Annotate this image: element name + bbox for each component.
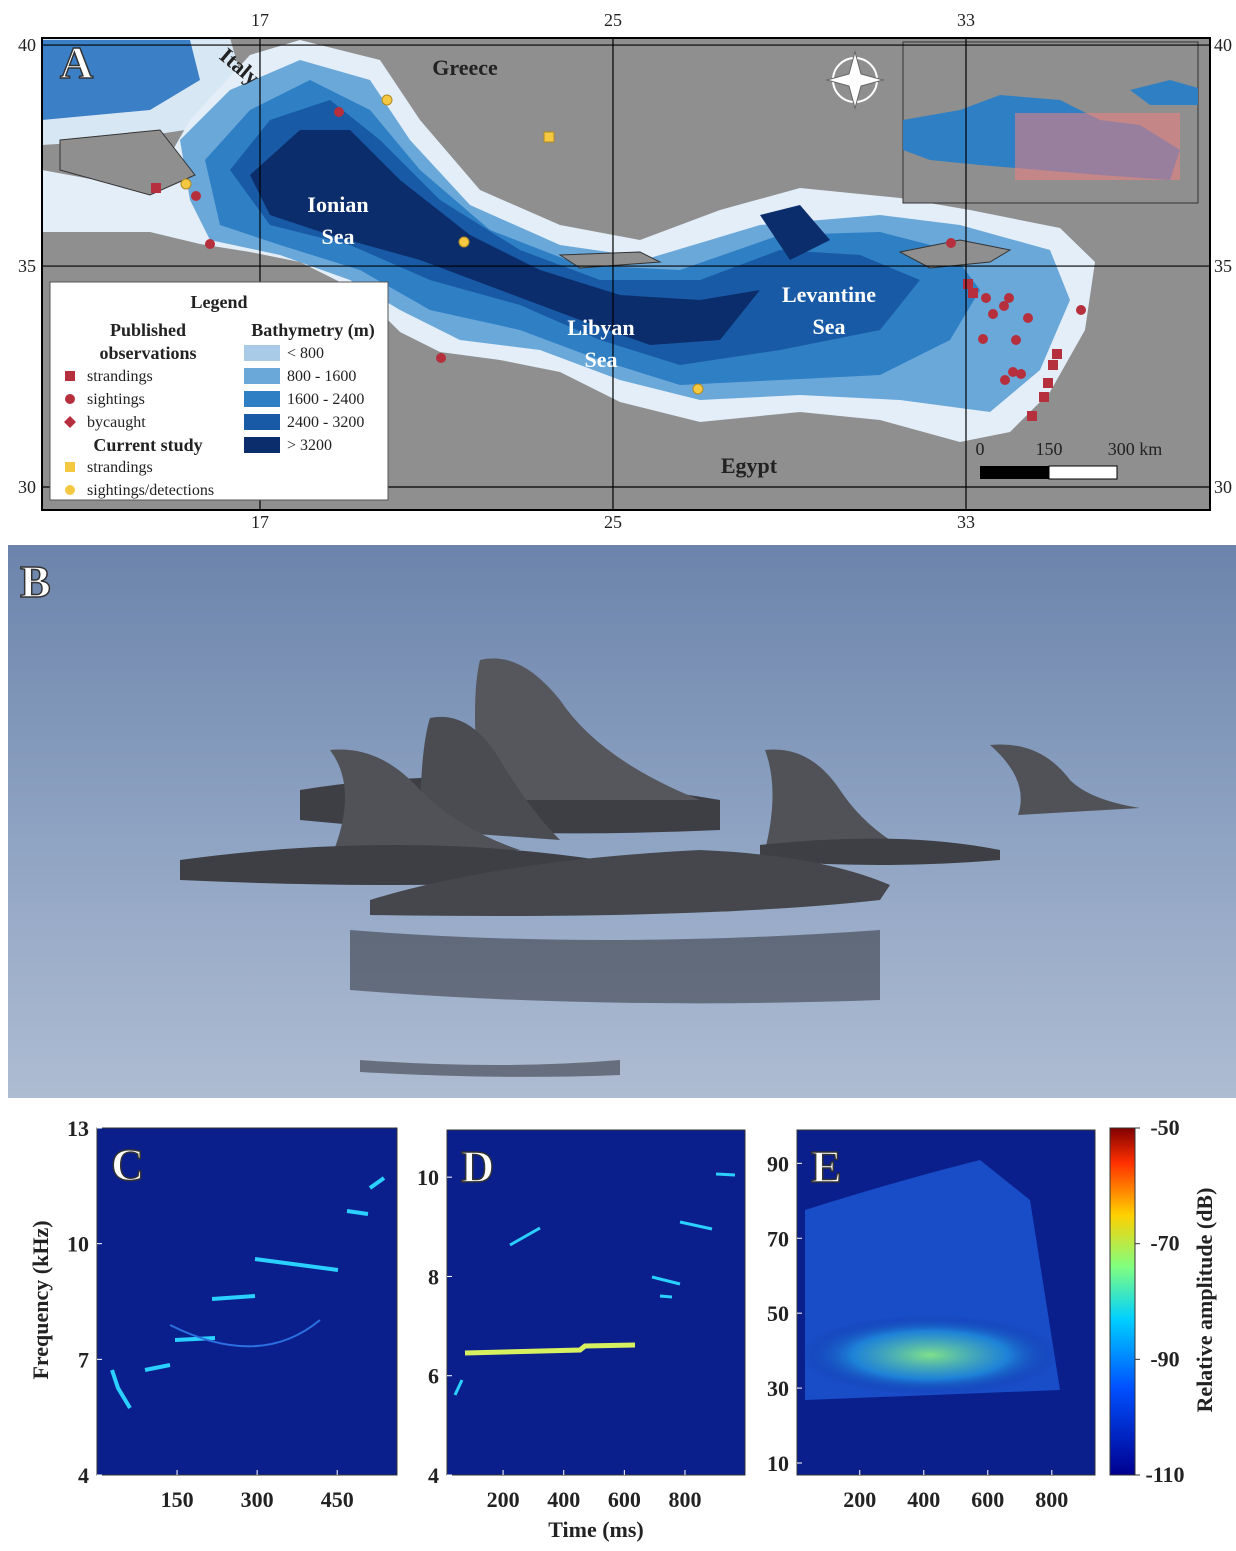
- y-tick-label: 90: [767, 1151, 789, 1176]
- legend-swatch: [244, 345, 280, 361]
- x-tick-label: 150: [161, 1487, 194, 1512]
- x-tick-label: 400: [547, 1487, 580, 1512]
- place-name: Greece: [432, 55, 498, 80]
- x-axis-label: Time (ms): [548, 1517, 644, 1542]
- legend-item: 800 - 1600: [287, 368, 356, 385]
- y-tick-label: 8: [428, 1264, 439, 1289]
- legend-title: Legend: [190, 292, 247, 312]
- y-tick-label: 10: [67, 1232, 89, 1257]
- lon-label: 33: [957, 10, 975, 30]
- legend-marker: [65, 371, 75, 381]
- scale-bar: [1049, 466, 1117, 479]
- panel-label: E: [811, 1141, 842, 1192]
- legend-marker: [65, 394, 75, 404]
- legend-item: strandings: [87, 459, 153, 476]
- place-name: Sea: [813, 314, 846, 339]
- lat-label: 30: [18, 477, 36, 497]
- legend-swatch: [244, 368, 280, 384]
- legend-item: strandings: [87, 368, 153, 385]
- legend-item: bycaught: [87, 414, 146, 431]
- colorbar: [1110, 1128, 1135, 1475]
- map: 0 150 300 km A: [42, 37, 1210, 510]
- legend-item: 1600 - 2400: [287, 391, 364, 408]
- legend-heading: Bathymetry (m): [251, 320, 374, 341]
- x-tick-label: 450: [321, 1487, 354, 1512]
- lat-label: 30: [1214, 477, 1232, 497]
- legend-item: < 800: [287, 345, 324, 362]
- y-tick-label: 7: [78, 1347, 89, 1372]
- lat-label: 40: [1214, 35, 1232, 55]
- inset-extent: [1015, 113, 1180, 180]
- y-tick-label: 30: [767, 1376, 789, 1401]
- y-tick-label: 10: [767, 1451, 789, 1476]
- scale-label: 150: [1036, 439, 1063, 459]
- lon-label: 25: [604, 512, 622, 532]
- legend-item: 2400 - 3200: [287, 414, 364, 431]
- legend-marker: [65, 485, 75, 495]
- y-tick-label: 6: [428, 1364, 439, 1389]
- photo: B: [8, 545, 1236, 1098]
- y-tick-label: 4: [428, 1463, 439, 1488]
- y-tick-label: 4: [78, 1463, 89, 1488]
- place-name: Sea: [585, 347, 618, 372]
- y-axis-label: Frequency (kHz): [28, 1220, 53, 1379]
- x-tick-label: 200: [487, 1487, 520, 1512]
- place-name: Sea: [322, 224, 355, 249]
- lon-label: 17: [251, 10, 269, 30]
- spectrograms: [97, 1128, 1135, 1475]
- colorbar-tick-label: -110: [1145, 1462, 1184, 1487]
- colorbar-label: Relative amplitude (dB): [1192, 1188, 1217, 1413]
- lat-label: 40: [18, 35, 36, 55]
- place-name: Ionian: [307, 192, 368, 217]
- x-tick-label: 400: [907, 1487, 940, 1512]
- lat-label: 35: [18, 256, 36, 276]
- legend-heading: observations: [99, 343, 196, 363]
- legend-swatch: [244, 437, 280, 453]
- x-tick-label: 600: [971, 1487, 1004, 1512]
- x-tick-label: 800: [668, 1487, 701, 1512]
- x-tick-label: 800: [1035, 1487, 1068, 1512]
- y-tick-label: 70: [767, 1226, 789, 1251]
- legend-marker: [65, 462, 75, 472]
- lon-label: 17: [251, 512, 269, 532]
- spectrogram-e-content: [797, 1130, 1095, 1475]
- scale-bar: [980, 466, 1049, 479]
- panel-label: C: [111, 1139, 144, 1190]
- legend-swatch: [244, 391, 280, 407]
- y-tick-label: 10: [417, 1165, 439, 1190]
- place-name: Egypt: [721, 453, 778, 478]
- lon-label: 33: [957, 512, 975, 532]
- place-name: Libyan: [567, 315, 634, 340]
- panel-label: A: [60, 37, 93, 88]
- lon-label: 25: [604, 10, 622, 30]
- scale-label: 0: [976, 439, 985, 459]
- legend-item: > 3200: [287, 437, 332, 454]
- legend-item: sightings/detections: [87, 482, 214, 499]
- y-tick-label: 13: [67, 1116, 89, 1141]
- y-tick-label: 50: [767, 1301, 789, 1326]
- lat-label: 35: [1214, 256, 1232, 276]
- legend-item: sightings: [87, 391, 145, 408]
- legend-heading: Published: [110, 320, 186, 340]
- x-tick-label: 600: [608, 1487, 641, 1512]
- legend-swatch: [244, 414, 280, 430]
- colorbar-tick-label: -70: [1150, 1231, 1179, 1256]
- x-tick-label: 300: [241, 1487, 274, 1512]
- colorbar-tick-label: -90: [1150, 1346, 1179, 1371]
- scale-label: 300 km: [1108, 439, 1163, 459]
- x-tick-label: 200: [843, 1487, 876, 1512]
- figure: 0 150 300 km A B: [0, 0, 1236, 1551]
- legend-heading: Current study: [93, 435, 202, 455]
- colorbar-tick-label: -50: [1150, 1115, 1179, 1140]
- panel-label: D: [461, 1141, 494, 1192]
- place-name: Levantine: [782, 282, 876, 307]
- panel-label: B: [20, 556, 51, 607]
